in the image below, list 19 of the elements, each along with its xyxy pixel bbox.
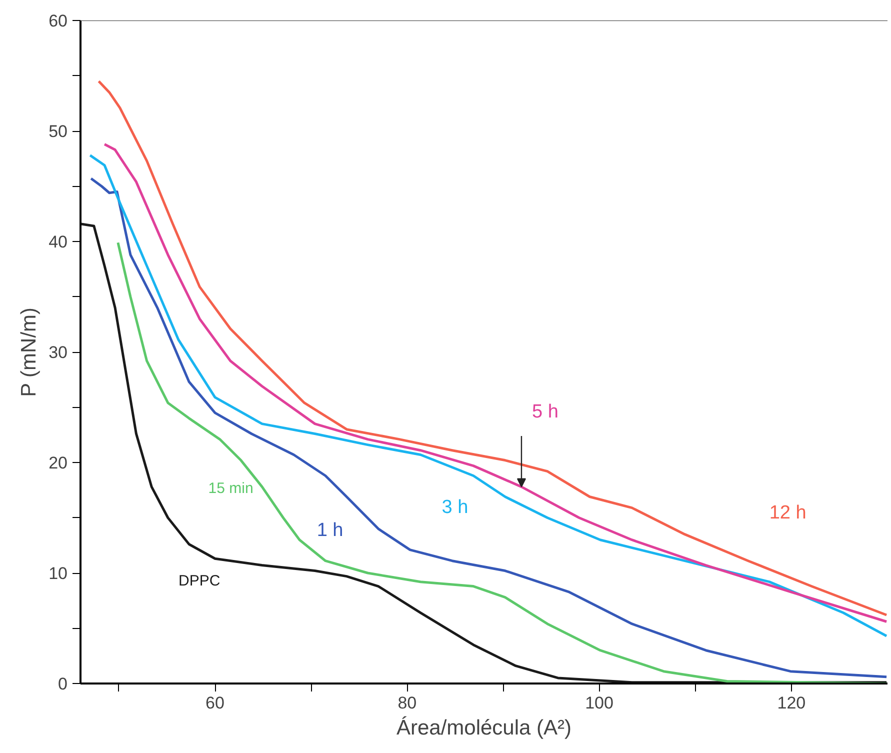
series-label: 1 h [316, 520, 344, 541]
series-label: DPPC [178, 572, 220, 590]
y-axis-title: P (mN/m) [18, 307, 41, 397]
y-tick-label: 40 [48, 232, 68, 252]
x-axis-title: Área/molécula (A²) [396, 716, 572, 740]
text: 5 h [532, 402, 558, 423]
x-tick-label: 120 [777, 694, 806, 712]
y-tick-label: 60 [48, 12, 68, 30]
y-tick-label: 0 [58, 674, 68, 694]
y-tick-label: 30 [48, 343, 68, 362]
y-tick-label: 10 [48, 564, 68, 583]
x-tick-label: 60 [206, 694, 224, 712]
text: 12 h [769, 502, 806, 524]
y-tick-label: 50 [48, 122, 68, 141]
y-tick-label: 20 [48, 454, 68, 472]
series-label: 3 h [442, 496, 468, 518]
x-tick-label: 100 [585, 694, 614, 712]
x-tick-label: 80 [398, 694, 417, 712]
series-label: 15 min [208, 480, 254, 497]
